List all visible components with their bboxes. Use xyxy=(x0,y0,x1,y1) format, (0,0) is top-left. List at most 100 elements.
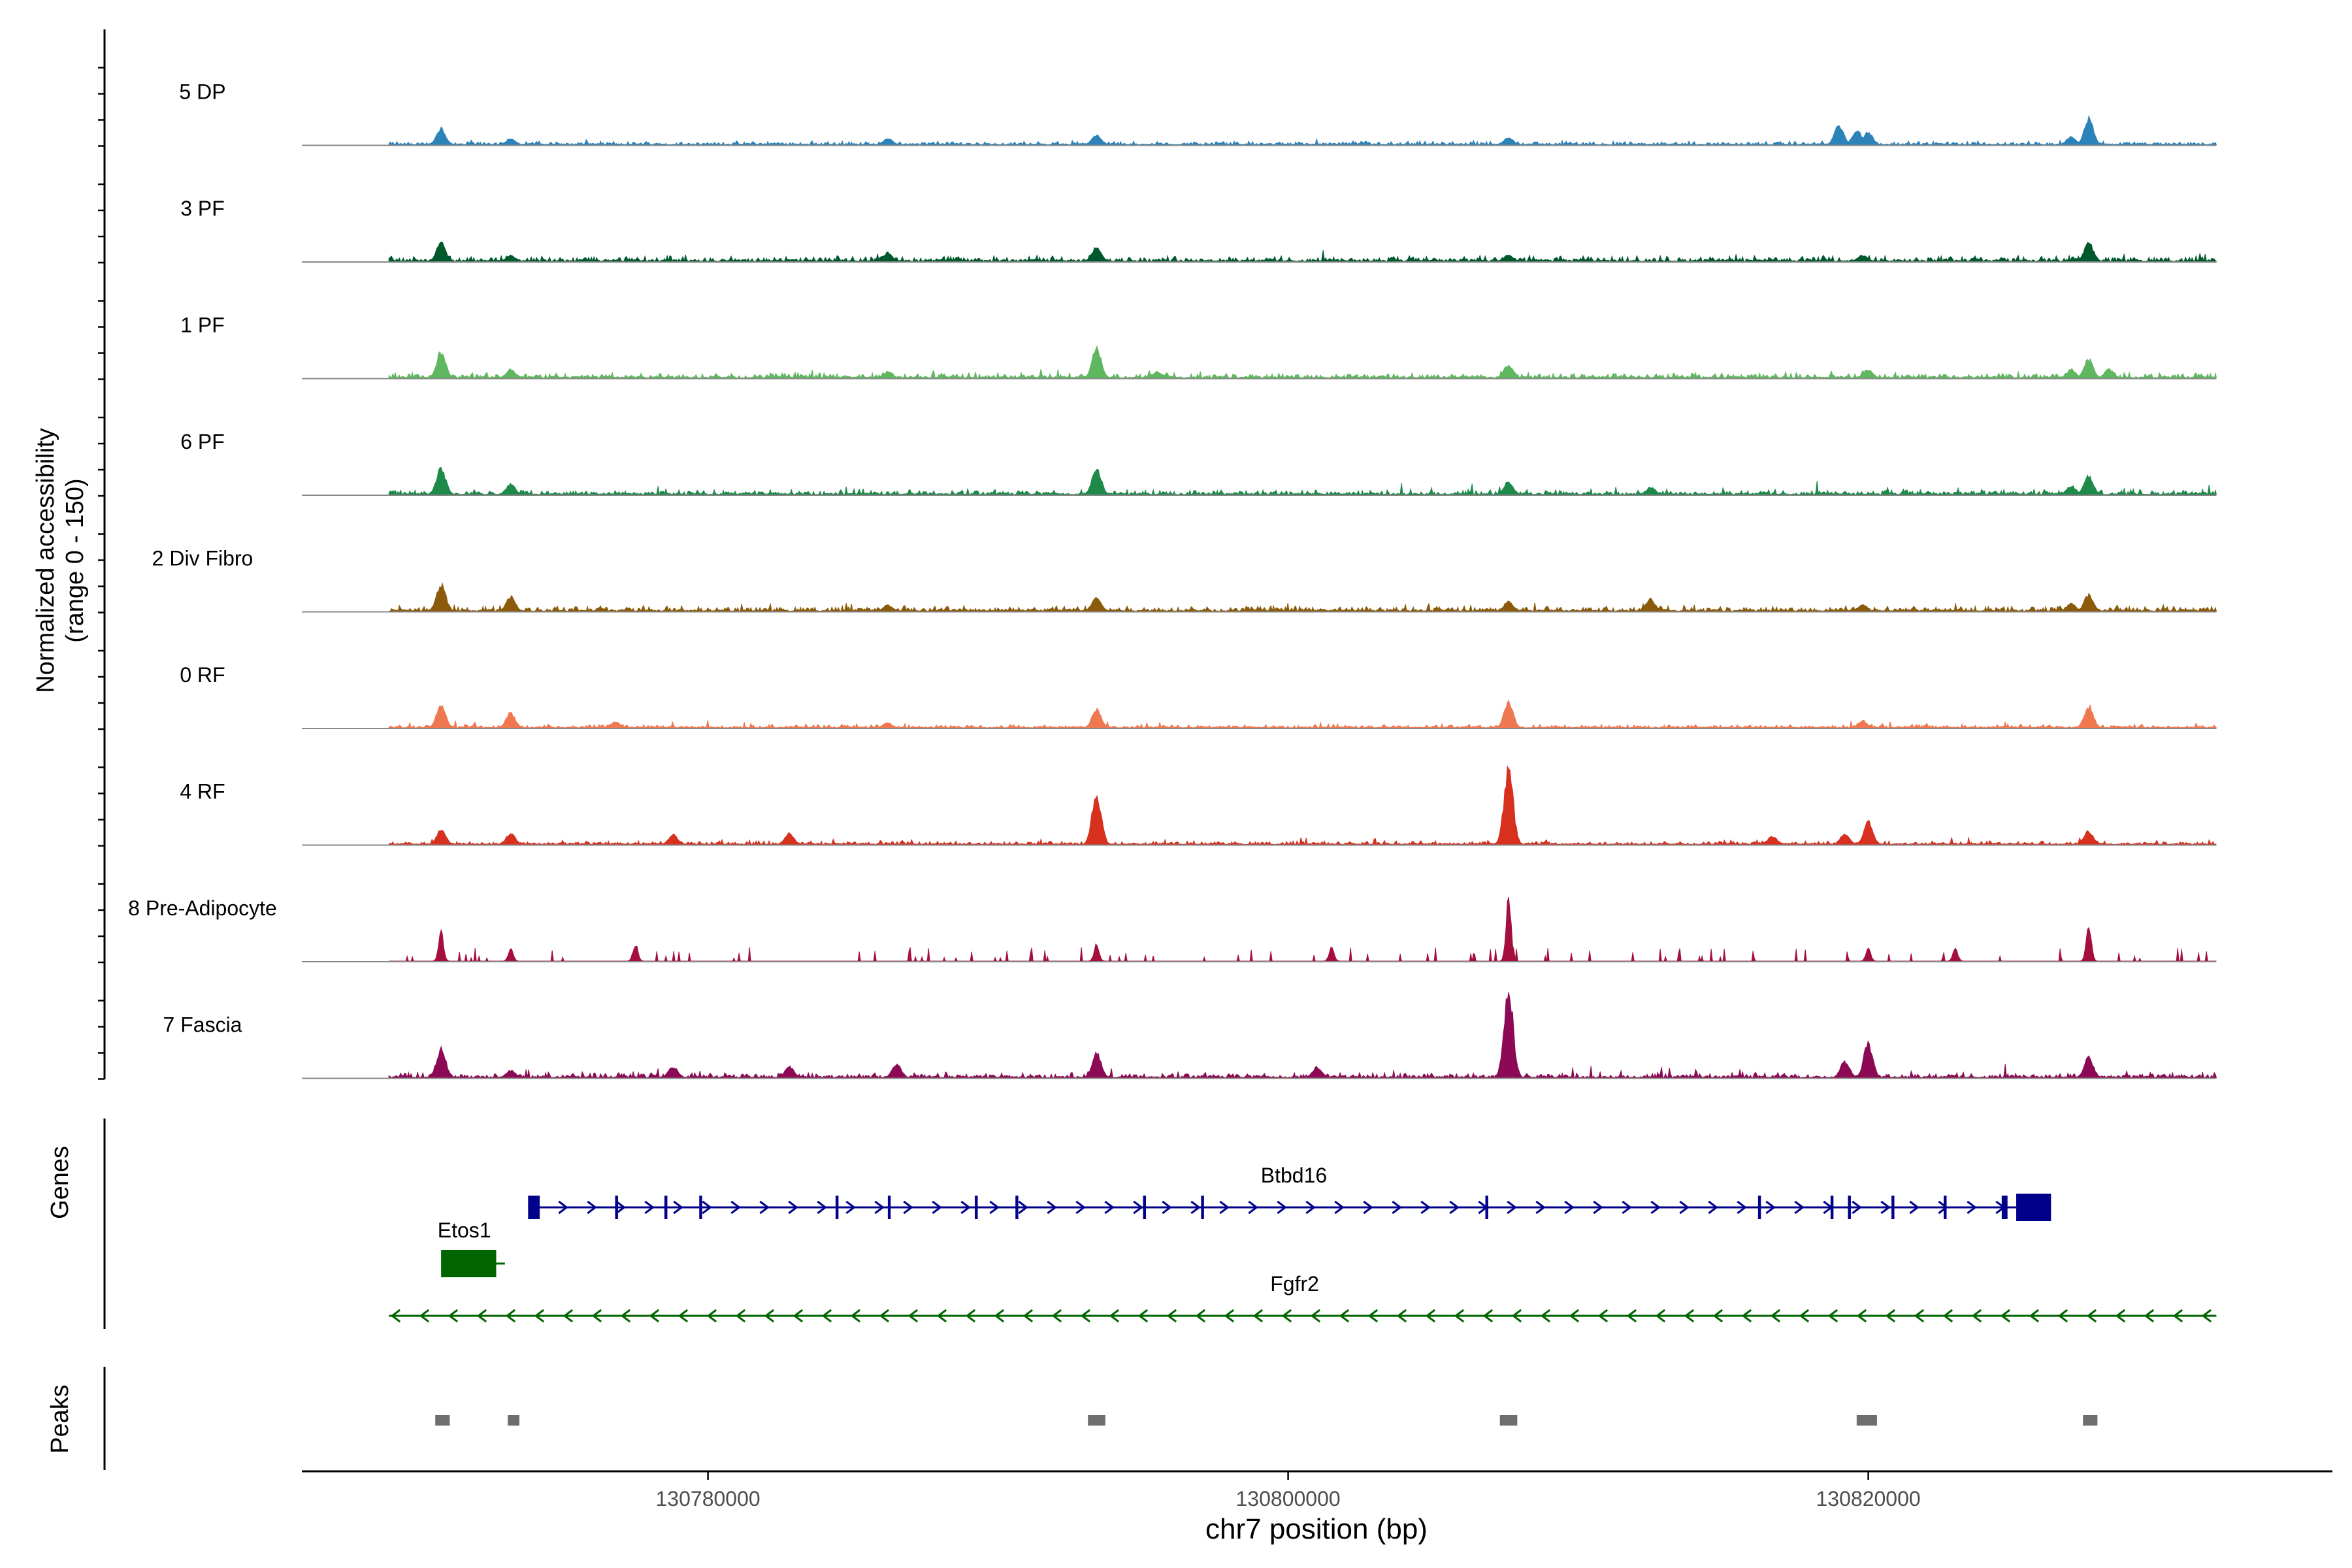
y-axis-title-line1: Normalized accessibility xyxy=(32,428,59,693)
strand-chevron xyxy=(1650,1200,1661,1215)
strand-chevron xyxy=(2029,1309,2040,1323)
track-0-rf: 0 RF xyxy=(180,663,2217,729)
strand-chevron xyxy=(1765,1200,1776,1215)
strand-chevron xyxy=(678,1309,689,1323)
strand-chevron xyxy=(845,1200,856,1215)
strand-chevron xyxy=(1425,1309,1436,1323)
strand-chevron xyxy=(1593,1200,1603,1215)
strand-chevron xyxy=(1219,1200,1230,1215)
strand-chevron xyxy=(1224,1309,1235,1323)
exon xyxy=(1015,1196,1019,1219)
strand-chevron xyxy=(1852,1200,1862,1215)
strand-chevron xyxy=(448,1309,459,1323)
strand-chevron xyxy=(1195,1309,1206,1323)
exon xyxy=(528,1196,540,1219)
exon xyxy=(835,1196,839,1219)
strand-chevron xyxy=(1741,1309,1752,1323)
y-axis-title-line2: (range 0 - 150) xyxy=(61,478,89,642)
strand-chevron xyxy=(1051,1309,1062,1323)
strand-chevron xyxy=(792,1309,804,1323)
strand-chevron xyxy=(587,1200,597,1215)
strand-chevron xyxy=(1535,1200,1546,1215)
strand-chevron xyxy=(1856,1309,1867,1323)
strand-chevron xyxy=(1392,1200,1402,1215)
strand-chevron xyxy=(615,1200,626,1215)
genes-track-title: Genes xyxy=(46,1146,74,1219)
strand-chevron xyxy=(1277,1200,1287,1215)
strand-chevron xyxy=(1770,1309,1781,1323)
exon xyxy=(699,1196,702,1219)
coverage-area xyxy=(388,992,2217,1079)
strand-chevron xyxy=(879,1309,890,1323)
strand-chevron xyxy=(2000,1309,2011,1323)
exon xyxy=(615,1196,618,1219)
gene-fgfr2: Fgfr2 xyxy=(389,1272,2217,1323)
strand-chevron xyxy=(644,1200,655,1215)
track-5-dp: 5 DP xyxy=(179,80,2217,146)
track-label: 0 RF xyxy=(180,663,225,687)
strand-chevron xyxy=(505,1309,516,1323)
strand-chevron xyxy=(759,1200,770,1215)
strand-chevron xyxy=(1909,1200,1919,1215)
track-label: 4 RF xyxy=(180,780,225,804)
strand-chevron xyxy=(1420,1200,1431,1215)
strand-chevron xyxy=(1363,1200,1373,1215)
strand-chevron xyxy=(2115,1309,2126,1323)
strand-chevron xyxy=(821,1309,832,1323)
track-7-fascia: 7 Fascia xyxy=(163,992,2217,1079)
track-4-rf: 4 RF xyxy=(180,766,2217,846)
x-axis-ticks: 130780000 130800000 130820000 xyxy=(656,1471,1921,1511)
x-tick-label: 130820000 xyxy=(1816,1487,1921,1511)
strand-chevron xyxy=(649,1309,660,1323)
strand-chevron xyxy=(1880,1200,1891,1215)
strand-chevron xyxy=(1967,1200,1977,1215)
exon xyxy=(1944,1196,1947,1219)
strand-chevron xyxy=(702,1200,712,1215)
gene-label: Etos1 xyxy=(438,1218,491,1242)
strand-chevron xyxy=(1022,1309,1034,1323)
strand-chevron xyxy=(1104,1200,1115,1215)
strand-chevron xyxy=(1396,1309,1407,1323)
strand-chevron xyxy=(730,1200,741,1215)
strand-chevron xyxy=(2057,1309,2068,1323)
strand-chevron xyxy=(874,1200,885,1215)
peak-region xyxy=(2083,1415,2098,1426)
exon xyxy=(1891,1196,1895,1219)
peak-region xyxy=(1088,1415,1105,1426)
strand-chevron xyxy=(1454,1309,1465,1323)
coverage-area xyxy=(388,766,2217,845)
strand-chevron xyxy=(907,1309,919,1323)
strand-chevron xyxy=(1708,1200,1718,1215)
peaks-track-title: Peaks xyxy=(46,1384,74,1454)
exon xyxy=(1848,1196,1851,1219)
strand-chevron xyxy=(591,1309,602,1323)
coverage-area xyxy=(388,345,2217,380)
strand-chevron xyxy=(1252,1309,1264,1323)
strand-chevron xyxy=(1712,1309,1723,1323)
coverage-area xyxy=(389,582,2217,613)
strand-chevron xyxy=(2086,1309,2097,1323)
track-label: 8 Pre-Adipocyte xyxy=(128,896,277,920)
strand-chevron xyxy=(994,1309,1005,1323)
strand-chevron xyxy=(1684,1309,1695,1323)
track-3-pf: 3 PF xyxy=(180,197,2218,263)
strand-chevron xyxy=(1133,1200,1143,1215)
exon xyxy=(441,1250,497,1277)
strand-chevron xyxy=(1047,1200,1057,1215)
peak-region xyxy=(435,1415,450,1426)
track-1-pf: 1 PF xyxy=(180,314,2217,380)
exon xyxy=(1201,1196,1204,1219)
strand-chevron xyxy=(1914,1309,1925,1323)
strand-chevron xyxy=(1942,1309,1953,1323)
strand-chevron xyxy=(1449,1200,1460,1215)
strand-chevron xyxy=(1248,1200,1258,1215)
track-2-div-fibro: 2 Div Fibro xyxy=(152,547,2217,613)
track-label: 7 Fascia xyxy=(163,1013,242,1037)
strand-chevron xyxy=(2201,1309,2212,1323)
track-8-pre-adipocyte: 8 Pre-Adipocyte xyxy=(128,896,2217,962)
strand-chevron xyxy=(960,1200,971,1215)
exon xyxy=(2001,1196,2008,1219)
strand-chevron xyxy=(1166,1309,1177,1323)
